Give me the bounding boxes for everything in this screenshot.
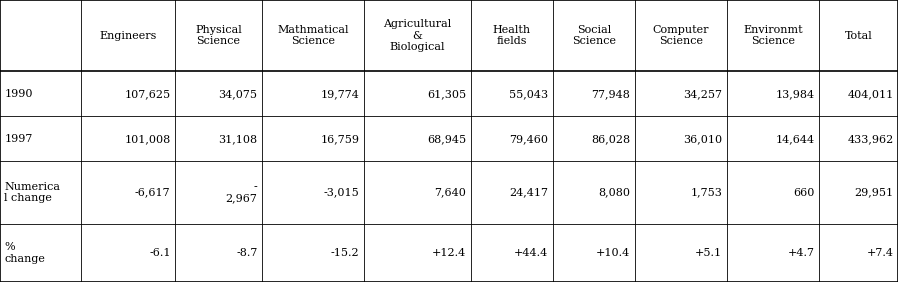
Text: 13,984: 13,984 [775,89,814,99]
Text: +7.4: +7.4 [867,248,894,258]
Text: Engineers: Engineers [100,31,157,41]
Text: Social
Science: Social Science [572,25,616,47]
Text: 8,080: 8,080 [598,188,630,198]
Text: Physical
Science: Physical Science [195,25,242,47]
Text: Environmt
Science: Environmt Science [743,25,803,47]
Text: 660: 660 [793,188,814,198]
Text: 107,625: 107,625 [125,89,171,99]
Text: 29,951: 29,951 [854,188,894,198]
Text: 1,753: 1,753 [691,188,722,198]
Text: Total: Total [844,31,872,41]
Text: 16,759: 16,759 [321,134,359,144]
Text: 404,011: 404,011 [847,89,894,99]
Text: 86,028: 86,028 [591,134,630,144]
Text: +12.4: +12.4 [432,248,466,258]
Text: %
change: % change [4,242,46,264]
Text: +10.4: +10.4 [596,248,630,258]
Text: +44.4: +44.4 [514,248,549,258]
Text: 36,010: 36,010 [683,134,722,144]
Text: -3,015: -3,015 [323,188,359,198]
Text: 24,417: 24,417 [509,188,549,198]
Text: 77,948: 77,948 [592,89,630,99]
Text: 7,640: 7,640 [435,188,466,198]
Text: 55,043: 55,043 [509,89,549,99]
Text: Numerica
l change: Numerica l change [4,182,60,203]
Text: 61,305: 61,305 [427,89,466,99]
Text: 19,774: 19,774 [321,89,359,99]
Text: 1997: 1997 [4,134,33,144]
Text: 433,962: 433,962 [847,134,894,144]
Text: -6,617: -6,617 [135,188,171,198]
Text: -8.7: -8.7 [236,248,258,258]
Text: 79,460: 79,460 [509,134,549,144]
Text: Agricultural
&
Biological: Agricultural & Biological [383,19,452,52]
Text: 31,108: 31,108 [218,134,258,144]
Text: 101,008: 101,008 [124,134,171,144]
Text: +4.7: +4.7 [788,248,814,258]
Text: 68,945: 68,945 [427,134,466,144]
Text: +5.1: +5.1 [695,248,722,258]
Text: -
2,967: - 2,967 [225,182,258,203]
Text: 1990: 1990 [4,89,33,99]
Text: Computer
Science: Computer Science [653,25,709,47]
Text: -15.2: -15.2 [330,248,359,258]
Text: 34,075: 34,075 [218,89,258,99]
Text: -6.1: -6.1 [149,248,171,258]
Text: Mathmatical
Science: Mathmatical Science [277,25,348,47]
Text: Health
fields: Health fields [493,25,531,47]
Text: 34,257: 34,257 [683,89,722,99]
Text: 14,644: 14,644 [775,134,814,144]
